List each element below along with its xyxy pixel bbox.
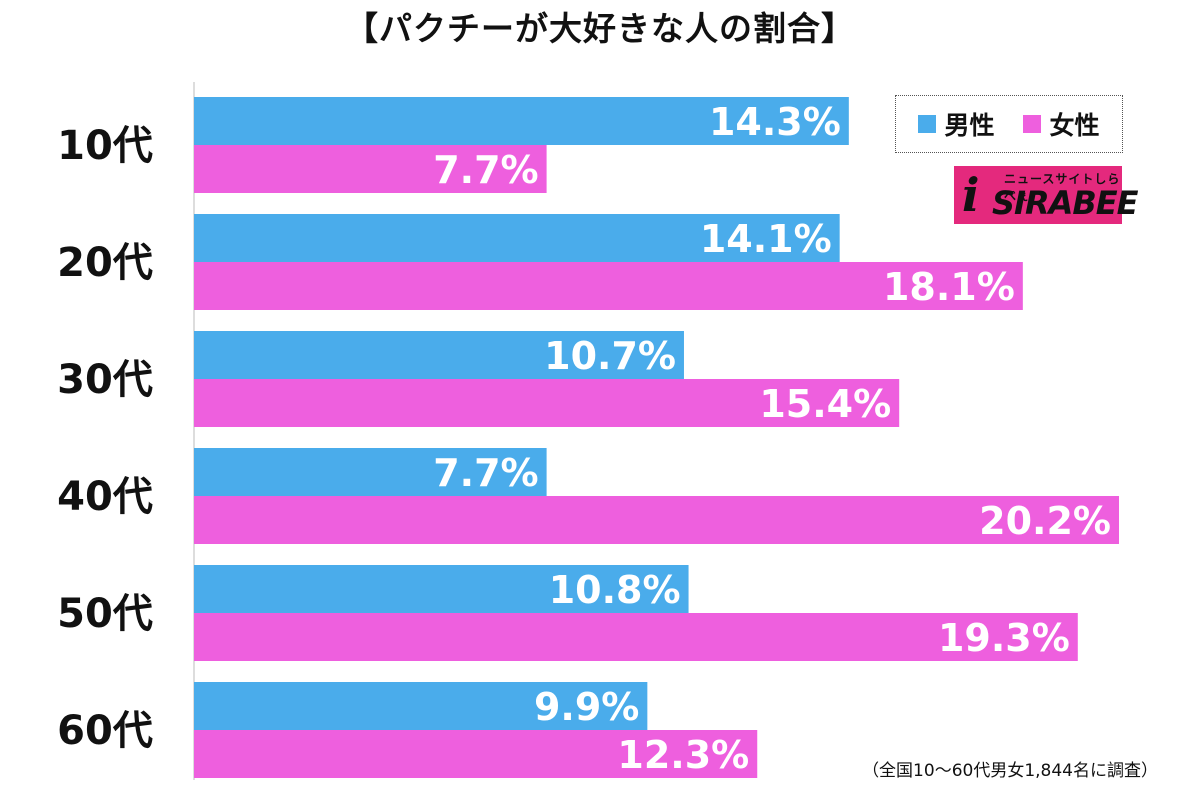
logo-i-mark: i xyxy=(962,168,979,222)
data-label-female: 20.2% xyxy=(979,499,1111,543)
legend-item-female: 女性 xyxy=(1023,106,1099,142)
data-label-male: 14.1% xyxy=(700,217,832,261)
data-label-female: 19.3% xyxy=(938,616,1070,660)
legend-swatch-male xyxy=(918,115,936,133)
data-label-male: 7.7% xyxy=(433,451,538,495)
legend-item-male: 男性 xyxy=(918,106,994,142)
legend-swatch-female xyxy=(1023,115,1041,133)
legend-label-female: 女性 xyxy=(1049,106,1099,142)
data-label-female: 18.1% xyxy=(883,265,1015,309)
legend-label-male: 男性 xyxy=(944,106,994,142)
data-label-male: 14.3% xyxy=(709,100,841,144)
data-label-female: 12.3% xyxy=(617,733,749,777)
data-label-male: 10.7% xyxy=(544,334,676,378)
category-label: 10代 xyxy=(57,123,153,169)
data-label-female: 15.4% xyxy=(759,382,891,426)
sirabee-logo: i ニュースサイトしらべぇ SIRABEE xyxy=(954,166,1122,224)
data-label-female: 7.7% xyxy=(433,148,538,192)
legend: 男性 女性 xyxy=(895,95,1123,153)
logo-text: SIRABEE xyxy=(992,184,1137,222)
data-label-male: 10.8% xyxy=(549,568,681,612)
data-label-male: 9.9% xyxy=(534,685,639,729)
category-label: 60代 xyxy=(57,708,153,754)
category-label: 40代 xyxy=(57,474,153,520)
category-label: 30代 xyxy=(57,357,153,403)
category-label: 50代 xyxy=(57,591,153,637)
category-label: 20代 xyxy=(57,240,153,286)
survey-note: （全国10〜60代男女1,844名に調査） xyxy=(862,756,1158,781)
